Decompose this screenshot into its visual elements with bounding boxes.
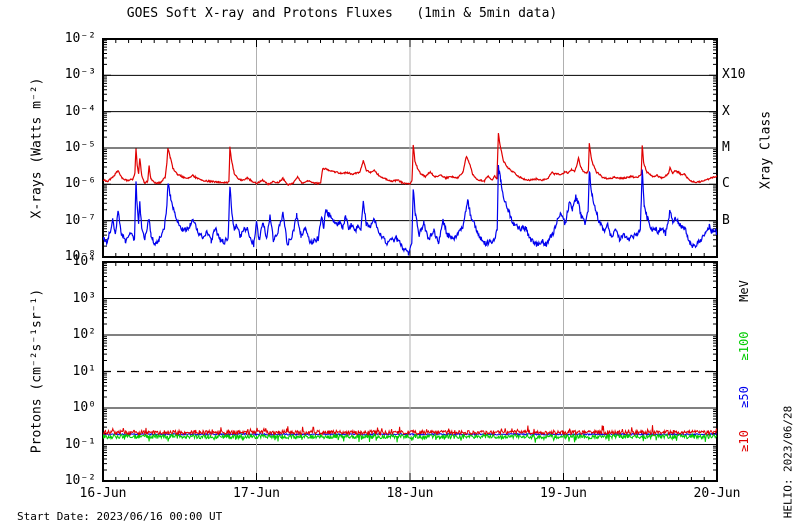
xray-class-axis-title: Xray Class — [758, 110, 774, 190]
chart-title: GOES Soft X-ray and Protons Fluxes (1min… — [126, 6, 558, 21]
proton-energy-label: ≥50 — [737, 386, 751, 408]
y-tick-label: 10⁻¹ — [64, 436, 96, 452]
xray-class-label: B — [722, 212, 730, 228]
xray-long-trace — [103, 133, 717, 186]
xray-class-label: C — [722, 176, 730, 192]
y-tick-label: 10⁻⁶ — [64, 176, 96, 192]
x-tick-label: 20-Jun — [693, 486, 741, 501]
xray-short-trace — [103, 164, 717, 256]
x-tick-label: 18-Jun — [386, 486, 434, 501]
xray-class-label: M — [722, 140, 730, 155]
y-tick-label: 10⁻² — [64, 473, 96, 488]
y-tick-label: 10³ — [72, 290, 96, 306]
y-tick-label: 10⁻⁸ — [64, 249, 96, 264]
xray-class-label: X10 — [722, 67, 746, 83]
y-tick-label: 10¹ — [72, 363, 96, 379]
proton-ge100-trace — [103, 432, 717, 443]
proton-energy-label: ≥100 — [737, 331, 751, 361]
proton-energy-label: ≥10 — [737, 430, 751, 452]
xray-class-label: X — [722, 103, 730, 119]
y-tick-label: 10⁴ — [72, 254, 96, 269]
panel-frame — [102, 261, 718, 482]
y-tick-label: 10⁻⁵ — [64, 140, 96, 155]
panel-frame — [102, 38, 718, 258]
x-tick-label: 19-Jun — [540, 486, 587, 501]
y-tick-label: 10⁻⁷ — [64, 212, 96, 228]
x-tick-label: 16-Jun — [79, 486, 127, 501]
y-tick-label: 10⁻² — [64, 31, 96, 46]
proton-energy-label: MeV — [737, 280, 751, 303]
y-tick-label: 10⁻⁴ — [64, 103, 96, 119]
proton-ge10-trace — [103, 425, 717, 437]
y-tick-label: 10² — [72, 327, 96, 342]
y-tick-label: 10⁻³ — [64, 67, 96, 83]
start-date-label: Start Date: 2023/06/16 00:00 UT — [17, 510, 223, 523]
x-tick-label: 17-Jun — [233, 486, 280, 501]
helio-watermark: HELIO: 2023/06/28 — [781, 405, 795, 519]
y-tick-label: 10⁰ — [72, 400, 96, 415]
